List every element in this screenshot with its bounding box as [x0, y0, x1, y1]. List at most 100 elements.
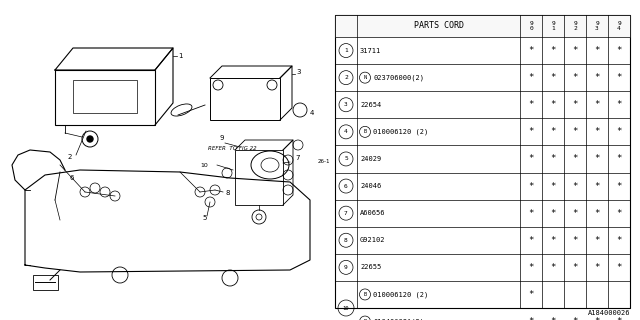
Text: 8: 8: [344, 238, 348, 243]
Text: 4: 4: [310, 110, 314, 116]
Text: *: *: [616, 100, 621, 109]
Text: *: *: [528, 155, 534, 164]
Text: 31711: 31711: [360, 48, 381, 53]
Text: *: *: [595, 46, 600, 55]
Text: 9
4: 9 4: [617, 21, 621, 31]
Text: *: *: [550, 46, 556, 55]
Text: 010006120 (2): 010006120 (2): [373, 291, 428, 298]
Text: *: *: [616, 236, 621, 245]
Text: *: *: [572, 317, 578, 320]
Text: *: *: [550, 317, 556, 320]
Text: *: *: [550, 127, 556, 136]
Text: *: *: [572, 127, 578, 136]
Text: 9
2: 9 2: [573, 21, 577, 31]
Text: *: *: [572, 73, 578, 82]
Text: *: *: [595, 209, 600, 218]
Text: *: *: [616, 73, 621, 82]
Text: *: *: [616, 46, 621, 55]
Text: *: *: [550, 181, 556, 190]
Text: *: *: [595, 263, 600, 272]
Text: *: *: [550, 209, 556, 218]
Text: *: *: [528, 181, 534, 190]
Text: 9
1: 9 1: [551, 21, 555, 31]
Text: 3: 3: [344, 102, 348, 107]
Text: *: *: [595, 317, 600, 320]
Text: 9
3: 9 3: [595, 21, 599, 31]
Text: *: *: [595, 155, 600, 164]
Text: *: *: [595, 127, 600, 136]
Text: 1: 1: [344, 48, 348, 53]
Text: 1: 1: [178, 53, 182, 59]
Text: *: *: [550, 236, 556, 245]
Text: REFER  TO FIG 22: REFER TO FIG 22: [208, 146, 257, 151]
Text: 9: 9: [220, 135, 225, 141]
Text: 2: 2: [68, 154, 72, 160]
Text: *: *: [528, 127, 534, 136]
Text: *: *: [528, 46, 534, 55]
Bar: [33, 275, 58, 290]
Text: *: *: [616, 155, 621, 164]
Text: 5: 5: [202, 215, 206, 221]
Text: G92102: G92102: [360, 237, 385, 243]
Text: 9: 9: [344, 265, 348, 270]
Text: PARTS CORD: PARTS CORD: [413, 21, 463, 30]
Bar: [55, 70, 155, 125]
Text: *: *: [572, 181, 578, 190]
Text: 9
0: 9 0: [529, 21, 533, 31]
Text: *: *: [572, 155, 578, 164]
Text: *: *: [572, 100, 578, 109]
Text: *: *: [550, 155, 556, 164]
Text: *: *: [572, 236, 578, 245]
Text: 10: 10: [200, 163, 208, 168]
Text: *: *: [572, 46, 578, 55]
Text: B: B: [364, 292, 367, 297]
Text: *: *: [595, 100, 600, 109]
Text: 3: 3: [296, 69, 301, 75]
Bar: [335, 15, 630, 308]
Text: *: *: [616, 127, 621, 136]
Text: *: *: [528, 263, 534, 272]
Text: *: *: [528, 73, 534, 82]
Text: *: *: [616, 317, 621, 320]
Text: *: *: [616, 209, 621, 218]
Text: 01040608A(2): 01040608A(2): [373, 318, 424, 320]
Text: *: *: [595, 236, 600, 245]
Text: *: *: [528, 290, 534, 299]
Text: 24029: 24029: [360, 156, 381, 162]
Text: 023706000(2): 023706000(2): [373, 74, 424, 81]
Text: 26-1: 26-1: [317, 159, 330, 164]
Bar: [210, 78, 280, 120]
Text: 010006120 (2): 010006120 (2): [373, 129, 428, 135]
Text: *: *: [550, 73, 556, 82]
Text: *: *: [528, 209, 534, 218]
Bar: [335, 15, 630, 37]
Text: 5: 5: [344, 156, 348, 162]
Bar: [235, 150, 283, 205]
Text: 8: 8: [225, 190, 230, 196]
Text: A60656: A60656: [360, 210, 385, 216]
Text: *: *: [595, 181, 600, 190]
Text: 7: 7: [344, 211, 348, 216]
Text: 22654: 22654: [360, 102, 381, 108]
Text: *: *: [528, 100, 534, 109]
Text: 2: 2: [344, 75, 348, 80]
Text: A184000026: A184000026: [588, 310, 630, 316]
Text: *: *: [528, 236, 534, 245]
Text: B: B: [364, 129, 367, 134]
Text: 10: 10: [343, 306, 349, 310]
Text: B: B: [364, 319, 367, 320]
Text: *: *: [572, 209, 578, 218]
Circle shape: [87, 136, 93, 142]
Bar: [73, 80, 137, 113]
Text: 7: 7: [295, 155, 300, 161]
Text: *: *: [528, 317, 534, 320]
Text: *: *: [550, 100, 556, 109]
Text: 6: 6: [344, 184, 348, 188]
Text: *: *: [572, 263, 578, 272]
Text: 4: 4: [344, 129, 348, 134]
Text: 6: 6: [70, 175, 74, 181]
Text: 24046: 24046: [360, 183, 381, 189]
Text: *: *: [595, 73, 600, 82]
Text: *: *: [550, 263, 556, 272]
Text: *: *: [616, 263, 621, 272]
